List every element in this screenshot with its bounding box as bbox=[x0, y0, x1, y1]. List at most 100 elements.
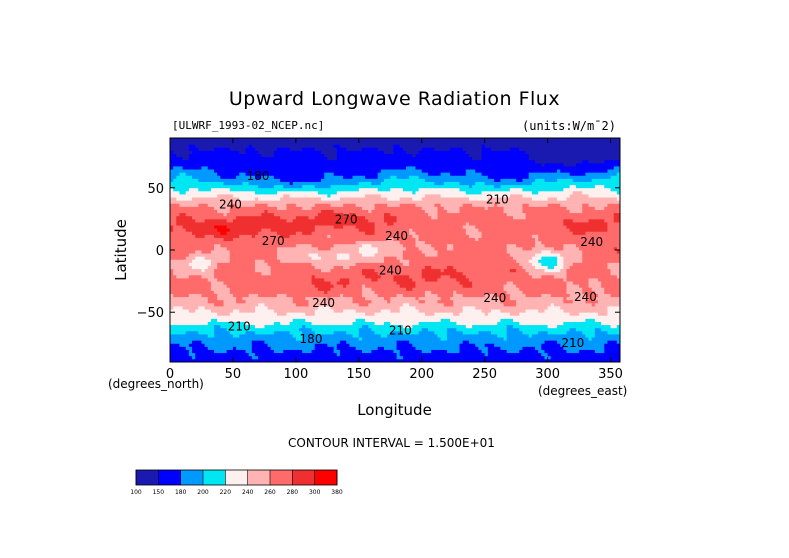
heatmap-cell bbox=[528, 349, 533, 354]
heatmap-cell bbox=[459, 321, 464, 326]
heatmap-cell bbox=[371, 290, 375, 294]
heatmap-cell bbox=[343, 352, 347, 357]
heatmap-cell bbox=[415, 349, 419, 354]
heatmap-cell bbox=[601, 352, 605, 357]
heatmap-cell bbox=[446, 268, 451, 273]
heatmap-cell bbox=[490, 290, 495, 294]
heatmap-cell bbox=[544, 355, 549, 360]
heatmap-cell bbox=[302, 358, 306, 362]
heatmap-cell bbox=[563, 278, 567, 282]
heatmap-cell bbox=[437, 315, 442, 319]
heatmap-cell bbox=[516, 278, 520, 282]
heatmap-cell bbox=[468, 306, 473, 310]
heatmap-cell bbox=[276, 302, 281, 307]
heatmap-cell bbox=[390, 337, 394, 341]
heatmap-cell bbox=[462, 315, 467, 319]
heatmap-cell bbox=[591, 330, 596, 335]
heatmap-cell bbox=[494, 330, 498, 335]
heatmap-cell bbox=[616, 299, 620, 304]
heatmap-cell bbox=[343, 315, 347, 319]
heatmap-cell bbox=[380, 253, 385, 257]
heatmap-cell bbox=[380, 281, 385, 285]
heatmap-cell bbox=[406, 327, 410, 332]
heatmap-cell bbox=[336, 349, 341, 354]
heatmap-cell bbox=[516, 337, 520, 341]
heatmap-cell bbox=[361, 278, 366, 282]
heatmap-cell bbox=[402, 358, 407, 362]
heatmap-cell bbox=[468, 278, 473, 282]
heatmap-cell bbox=[506, 355, 511, 360]
heatmap-cell bbox=[424, 265, 429, 270]
heatmap-cell bbox=[572, 290, 577, 294]
heatmap-cell bbox=[591, 256, 596, 260]
heatmap-cell bbox=[343, 334, 347, 338]
heatmap-cell bbox=[465, 346, 470, 350]
heatmap-cell bbox=[588, 262, 593, 266]
heatmap-cell bbox=[582, 281, 586, 285]
heatmap-cell bbox=[308, 358, 313, 362]
heatmap-cell bbox=[525, 299, 530, 304]
heatmap-cell bbox=[522, 287, 526, 291]
heatmap-cell bbox=[368, 299, 372, 304]
heatmap-cell bbox=[188, 265, 193, 270]
heatmap-cell bbox=[541, 293, 545, 298]
heatmap-cell bbox=[311, 293, 316, 298]
heatmap-cell bbox=[185, 274, 190, 279]
heatmap-cell bbox=[465, 271, 470, 276]
heatmap-cell bbox=[371, 284, 375, 288]
heatmap-cell bbox=[604, 287, 608, 291]
heatmap-cell bbox=[333, 318, 338, 322]
heatmap-cell bbox=[468, 287, 473, 291]
heatmap-cell bbox=[421, 296, 426, 301]
heatmap-cell bbox=[365, 315, 369, 319]
heatmap-cell bbox=[585, 312, 589, 316]
heatmap-cell bbox=[214, 352, 218, 357]
heatmap-cell bbox=[535, 352, 539, 357]
heatmap-cell bbox=[387, 349, 391, 354]
heatmap-cell bbox=[371, 358, 375, 362]
heatmap-cell bbox=[343, 327, 347, 332]
heatmap-cell bbox=[173, 296, 177, 301]
heatmap-cell bbox=[229, 262, 234, 266]
heatmap-cell bbox=[390, 324, 394, 329]
heatmap-cell bbox=[594, 271, 599, 276]
heatmap-cell bbox=[484, 287, 489, 291]
heatmap-cell bbox=[547, 358, 552, 362]
heatmap-cell bbox=[254, 281, 259, 285]
heatmap-cell bbox=[192, 321, 196, 326]
heatmap-cell bbox=[450, 327, 454, 332]
heatmap-cell bbox=[273, 256, 278, 260]
heatmap-cell bbox=[182, 315, 187, 319]
heatmap-cell bbox=[588, 334, 593, 338]
heatmap-cell bbox=[610, 271, 615, 276]
heatmap-cell bbox=[339, 349, 344, 354]
heatmap-cell bbox=[192, 340, 196, 344]
heatmap-cell bbox=[575, 309, 580, 313]
heatmap-cell bbox=[258, 287, 262, 291]
heatmap-cell bbox=[610, 296, 615, 301]
heatmap-cell bbox=[607, 321, 611, 326]
heatmap-cell bbox=[421, 259, 426, 263]
heatmap-cell bbox=[446, 358, 451, 362]
heatmap-cell bbox=[317, 296, 322, 301]
heatmap-cell bbox=[582, 309, 586, 313]
heatmap-cell bbox=[500, 281, 504, 285]
heatmap-cell bbox=[443, 327, 448, 332]
heatmap-cell bbox=[258, 262, 262, 266]
heatmap-cell bbox=[415, 330, 419, 335]
heatmap-cell bbox=[302, 271, 306, 276]
heatmap-cell bbox=[402, 287, 407, 291]
heatmap-cell bbox=[550, 296, 555, 301]
heatmap-cell bbox=[481, 324, 486, 329]
heatmap-cell bbox=[478, 318, 482, 322]
heatmap-cell bbox=[283, 274, 287, 279]
heatmap-cell bbox=[475, 352, 479, 357]
heatmap-cell bbox=[535, 358, 539, 362]
heatmap-cell bbox=[355, 265, 360, 270]
heatmap-cell bbox=[223, 315, 228, 319]
heatmap-cell bbox=[597, 296, 602, 301]
heatmap-cell bbox=[286, 312, 290, 316]
heatmap-cell bbox=[170, 265, 174, 270]
heatmap-cell bbox=[346, 312, 350, 316]
heatmap-cell bbox=[330, 352, 335, 357]
